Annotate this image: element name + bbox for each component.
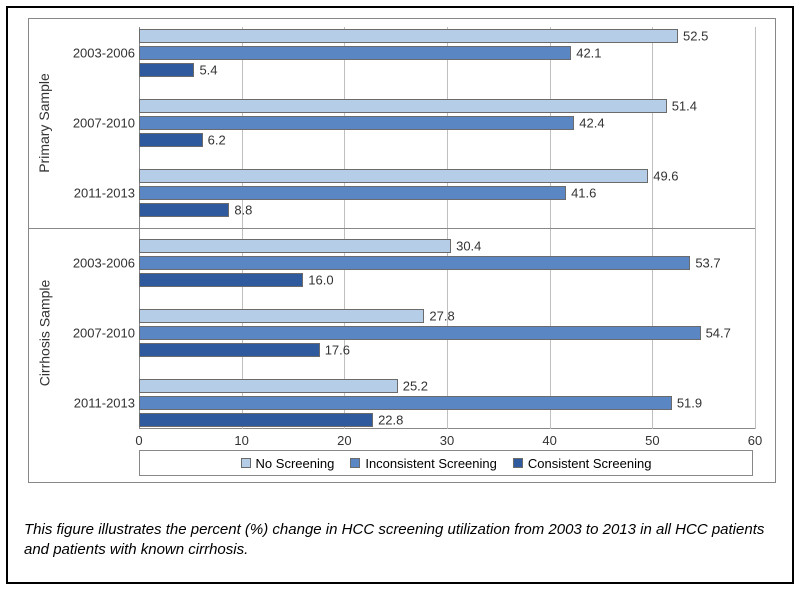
x-tick-label: 60 <box>748 433 762 448</box>
legend-item-no: No Screening <box>241 456 335 471</box>
bar-no <box>139 239 451 253</box>
legend: No Screening Inconsistent Screening Consis… <box>139 450 753 476</box>
x-tick-label: 20 <box>337 433 351 448</box>
bar-consistent <box>139 133 203 147</box>
bar-consistent <box>139 273 303 287</box>
bar-no <box>139 309 424 323</box>
bar-no <box>139 379 398 393</box>
legend-label: Consistent Screening <box>528 456 652 471</box>
bar-value-label: 51.4 <box>667 99 697 114</box>
legend-label: No Screening <box>256 456 335 471</box>
legend-swatch <box>513 458 523 468</box>
bar-value-label: 41.6 <box>566 186 596 201</box>
section-label: Primary Sample <box>36 73 52 173</box>
x-tick-label: 50 <box>645 433 659 448</box>
bar-inconsistent <box>139 326 701 340</box>
bar-no <box>139 169 648 183</box>
section-label-wrap: Primary Sample <box>35 29 53 217</box>
legend-swatch <box>350 458 360 468</box>
x-tick-label: 0 <box>135 433 142 448</box>
gridline <box>755 27 756 429</box>
bar-value-label: 51.9 <box>672 396 702 411</box>
bar-value-label: 6.2 <box>203 133 226 148</box>
bar-inconsistent <box>139 186 566 200</box>
bar-inconsistent <box>139 116 574 130</box>
bar-consistent <box>139 63 194 77</box>
section-label: Cirrhosis Sample <box>36 280 52 387</box>
x-tick-label: 30 <box>440 433 454 448</box>
bar-value-label: 22.8 <box>373 413 403 428</box>
category-label: 2007-2010 <box>53 116 135 131</box>
category-label: 2007-2010 <box>53 326 135 341</box>
bar-value-label: 49.6 <box>648 169 678 184</box>
bar-inconsistent <box>139 46 571 60</box>
bar-value-label: 42.1 <box>571 46 601 61</box>
bar-consistent <box>139 203 229 217</box>
bar-consistent <box>139 413 373 427</box>
legend-item-consistent: Consistent Screening <box>513 456 652 471</box>
bar-value-label: 16.0 <box>303 273 333 288</box>
bar-no <box>139 99 667 113</box>
bar-value-label: 53.7 <box>690 256 720 271</box>
x-tick-label: 10 <box>234 433 248 448</box>
bar-consistent <box>139 343 320 357</box>
category-label: 2003-2006 <box>53 256 135 271</box>
bar-inconsistent <box>139 396 672 410</box>
bar-value-label: 30.4 <box>451 239 481 254</box>
figure-caption: This figure illustrates the percent (%) … <box>24 520 776 561</box>
legend-item-inconsistent: Inconsistent Screening <box>350 456 497 471</box>
x-tick-label: 40 <box>542 433 556 448</box>
bar-value-label: 54.7 <box>701 326 731 341</box>
bar-value-label: 52.5 <box>678 29 708 44</box>
bar-value-label: 8.8 <box>229 203 252 218</box>
category-label: 2003-2006 <box>53 46 135 61</box>
category-label: 2011-2013 <box>53 396 135 411</box>
bar-inconsistent <box>139 256 690 270</box>
bar-no <box>139 29 678 43</box>
category-label: 2011-2013 <box>53 186 135 201</box>
bar-value-label: 42.4 <box>574 116 604 131</box>
bar-value-label: 5.4 <box>194 63 217 78</box>
bar-value-label: 27.8 <box>424 309 454 324</box>
chart-area: 0 10 20 30 40 50 60 2003-2006 52.5 42.1 5.4 2007-20… <box>28 18 776 483</box>
bar-value-label: 25.2 <box>398 379 428 394</box>
figure-container: 0 10 20 30 40 50 60 2003-2006 52.5 42.1 5.4 2007-20… <box>6 6 794 584</box>
section-separator <box>29 228 755 229</box>
bar-value-label: 17.6 <box>320 343 350 358</box>
plot-region: 01020304050602003-200652.542.15.42007-20… <box>139 27 755 429</box>
legend-swatch <box>241 458 251 468</box>
section-label-wrap: Cirrhosis Sample <box>35 239 53 427</box>
legend-label: Inconsistent Screening <box>365 456 497 471</box>
